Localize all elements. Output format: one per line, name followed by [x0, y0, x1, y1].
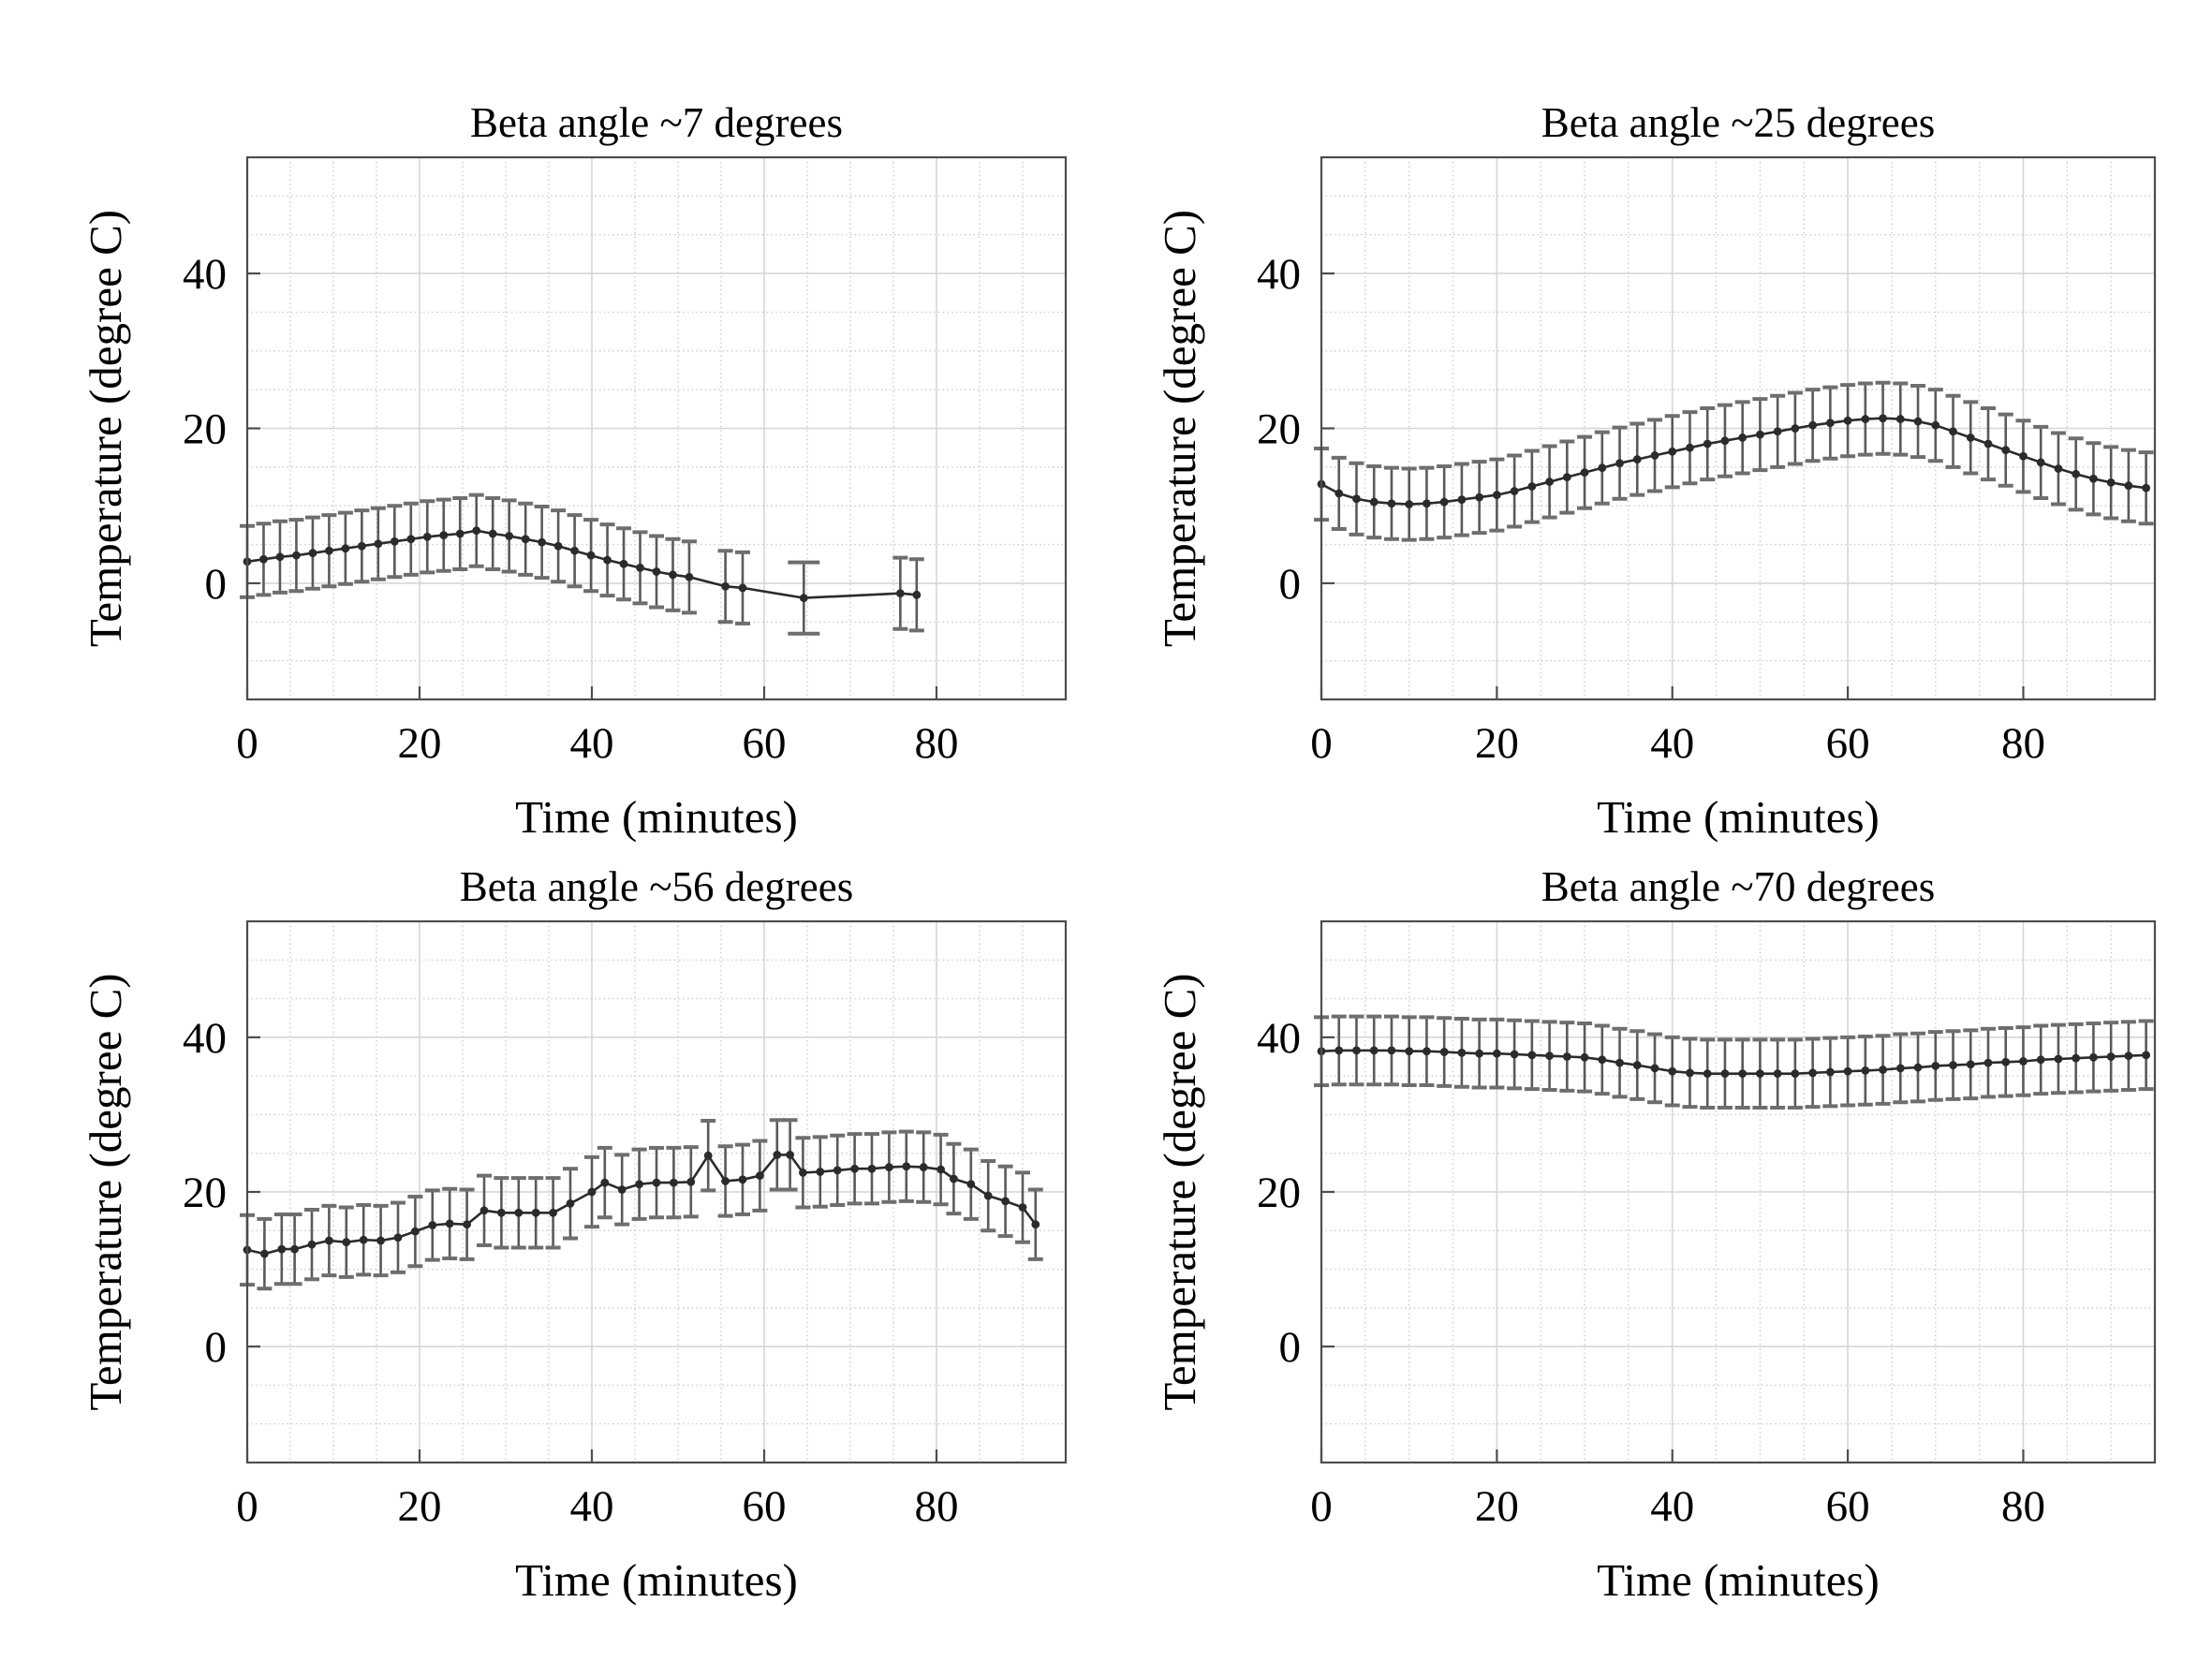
x-tick-label: 80: [915, 719, 959, 768]
plot-title: Beta angle ~56 degrees: [460, 863, 853, 910]
y-tick-label: 40: [1257, 250, 1301, 299]
major-gridlines: [1321, 921, 2155, 1463]
plot-title: Beta angle ~70 degrees: [1541, 863, 1935, 910]
y-tick-label: 20: [183, 1169, 227, 1217]
y-tick-label: 40: [183, 1014, 227, 1063]
data-point-markers: [243, 526, 922, 603]
x-tick-label: 20: [1475, 1482, 1519, 1531]
error-bars: [240, 493, 924, 636]
x-tick-label: 40: [570, 1482, 614, 1531]
x-axis-label: Time (minutes): [1597, 1554, 1880, 1606]
x-tick-label: 20: [398, 1482, 442, 1531]
y-tick-label: 20: [183, 405, 227, 454]
y-tick-label: 0: [205, 1323, 228, 1372]
x-axis-label: Time (minutes): [515, 791, 798, 843]
y-tick-label: 20: [1257, 1169, 1301, 1217]
major-gridlines: [247, 157, 1066, 699]
plot-title: Beta angle ~25 degrees: [1541, 99, 1935, 146]
panel-beta-56-degrees: 0 20 40 60 80 0 20 40 Beta angle ~56 degrees Time…: [80, 863, 1068, 1606]
y-tick-label: 0: [1279, 560, 1302, 609]
tick-marks: [245, 1036, 938, 1463]
plot-title: Beta angle ~7 degrees: [470, 99, 843, 146]
y-axis-label: Temperature (degree C): [80, 973, 131, 1410]
x-tick-label: 40: [1650, 719, 1694, 768]
y-axis-label: Temperature (degree C): [80, 210, 131, 647]
x-tick-label: 40: [1650, 1482, 1694, 1531]
x-tick-label: 0: [236, 1482, 258, 1531]
major-gridlines: [1321, 157, 2155, 699]
y-tick-label: 0: [205, 560, 228, 609]
x-tick-label: 80: [2001, 719, 2045, 768]
x-tick-label: 40: [570, 719, 614, 768]
y-axis-label: Temperature (degree C): [1154, 210, 1205, 647]
data-point-markers: [1317, 1046, 2151, 1079]
y-tick-label: 40: [183, 250, 227, 299]
x-tick-label: 80: [915, 1482, 959, 1531]
panel-beta-70-degrees: 0 20 40 60 80 0 20 40 Beta angle ~70 degrees Time…: [1154, 863, 2157, 1606]
x-tick-label: 60: [1826, 719, 1870, 768]
x-tick-label: 20: [1475, 719, 1519, 768]
x-tick-label: 0: [1310, 719, 1333, 768]
x-tick-label: 60: [743, 1482, 787, 1531]
error-bars: [240, 1118, 1043, 1291]
data-point-markers: [243, 1150, 1040, 1258]
y-tick-label: 40: [1257, 1014, 1301, 1063]
x-tick-label: 20: [398, 719, 442, 768]
error-bars: [1314, 380, 2154, 542]
y-axis-label: Temperature (degree C): [1154, 973, 1205, 1410]
x-tick-label: 60: [743, 719, 787, 768]
y-tick-label: 20: [1257, 405, 1301, 454]
panel-beta-25-degrees: 0 20 40 60 80 0 20 40 Beta angle ~25 degrees Time…: [1154, 99, 2157, 843]
panel-beta-7-degrees: 0 20 40 60 80 0 20 40 Beta angle ~7 degrees Time …: [80, 99, 1068, 843]
x-tick-label: 80: [2001, 1482, 2045, 1531]
x-axis-label: Time (minutes): [515, 1554, 798, 1606]
x-tick-label: 60: [1826, 1482, 1870, 1531]
y-tick-label: 0: [1279, 1323, 1302, 1372]
tick-marks: [1320, 272, 2025, 699]
x-tick-label: 0: [1310, 1482, 1333, 1531]
data-point-markers: [1317, 414, 2151, 508]
tick-marks: [1320, 1036, 2025, 1463]
x-tick-label: 0: [236, 719, 258, 768]
x-axis-label: Time (minutes): [1597, 791, 1880, 843]
tick-marks: [245, 272, 938, 699]
